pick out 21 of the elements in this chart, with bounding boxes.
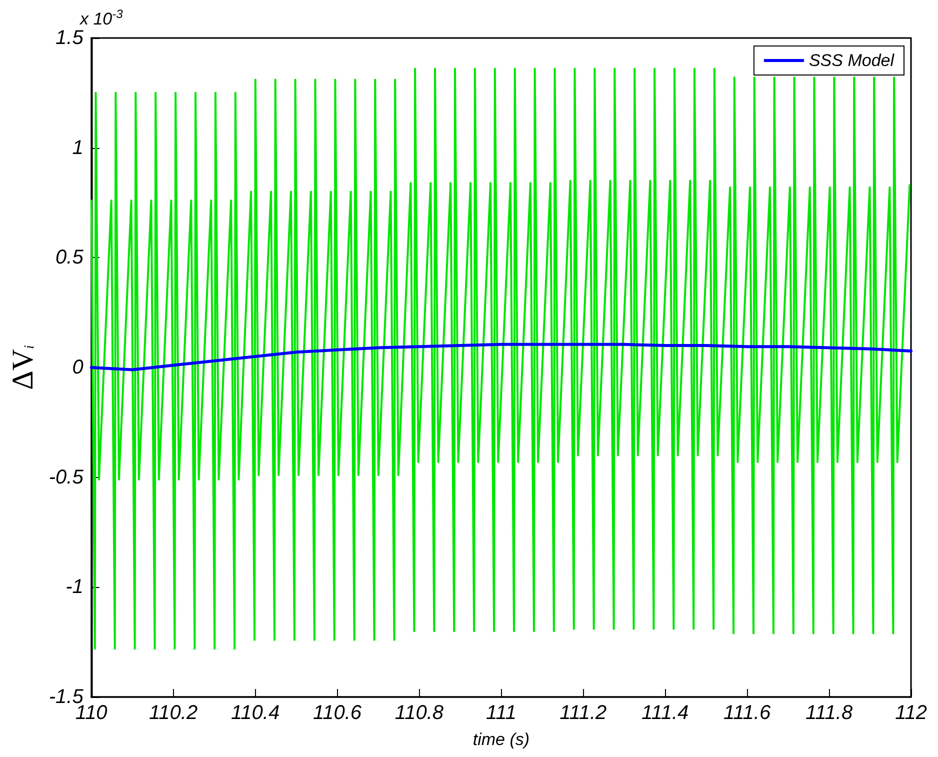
x-tick-label: 111.4 (642, 702, 689, 724)
x-tick-label: 112 (895, 702, 927, 724)
legend-label: SSS Model (808, 51, 896, 70)
x-tick-label: 110.8 (394, 702, 444, 724)
y-tick-label: -0.5 (48, 466, 84, 488)
y-tick-label: 1 (72, 136, 84, 159)
y-tick-label: 0.5 (56, 246, 84, 269)
y-tick-label: -1 (66, 576, 84, 598)
x-tick-label: 110.4 (231, 702, 280, 724)
x-tick-label: 111.2 (560, 702, 607, 724)
line-series (90, 342, 912, 372)
x-tick-label: 111.8 (805, 702, 853, 724)
x-tick-label: 111 (486, 702, 516, 724)
y-tick-label: 0 (72, 356, 84, 378)
x-tick-label: 110.2 (149, 702, 198, 724)
x-axis-title: time (s) (472, 730, 530, 749)
x-tick-label: 111.6 (724, 702, 772, 724)
y-tick-label: 1.5 (56, 27, 84, 49)
x-tick-label: 110.6 (312, 702, 362, 724)
line-series (90, 68, 911, 650)
y-axis-title: ΔVi (6, 344, 40, 390)
